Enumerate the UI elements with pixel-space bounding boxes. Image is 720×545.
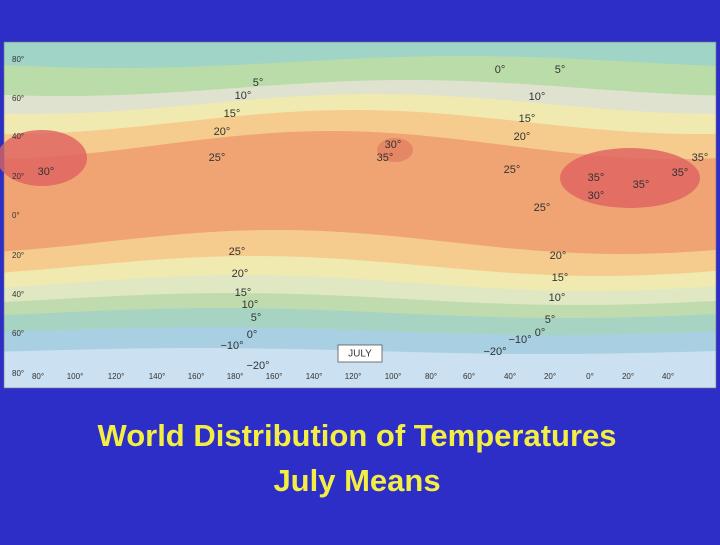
isotherm-label: 5° <box>545 314 556 326</box>
longitude-label: 60° <box>463 372 475 381</box>
latitude-label: 40° <box>12 290 24 299</box>
hot-zone <box>0 130 87 186</box>
isotherm-label: 30° <box>588 190 605 202</box>
isotherm-label: 0° <box>535 327 546 339</box>
isotherm-label: 20° <box>232 268 249 280</box>
isotherm-label: 20° <box>214 126 231 138</box>
longitude-label: 120° <box>108 372 125 381</box>
title-line2: July Means <box>273 463 440 498</box>
isotherm-label: 30° <box>385 139 402 151</box>
isotherm-label: 35° <box>672 167 689 179</box>
longitude-label: 140° <box>306 372 323 381</box>
isotherm-label: −10° <box>220 340 243 352</box>
temperature-band <box>4 348 716 388</box>
longitude-label: 120° <box>345 372 362 381</box>
isotherm-label: 10° <box>242 299 259 311</box>
longitude-label: 160° <box>188 372 205 381</box>
isotherm-label: 20° <box>550 250 567 262</box>
latitude-label: 60° <box>12 94 24 103</box>
longitude-label: 160° <box>266 372 283 381</box>
longitude-label: 80° <box>425 372 437 381</box>
longitude-label: 80° <box>32 372 44 381</box>
isotherm-label: 35° <box>692 152 709 164</box>
latitude-label: 0° <box>12 211 20 220</box>
isotherm-label: 20° <box>514 131 531 143</box>
isotherm-label: 5° <box>555 64 566 76</box>
longitude-label: 140° <box>149 372 166 381</box>
isotherm-label: 0° <box>495 64 506 76</box>
latitude-label: 20° <box>12 172 24 181</box>
longitude-label: 100° <box>385 372 402 381</box>
longitude-label: 40° <box>504 372 516 381</box>
isotherm-label: −20° <box>246 360 269 372</box>
isotherm-label: 5° <box>253 77 264 89</box>
title-line1: World Distribution of Temperatures <box>98 418 617 453</box>
longitude-label: 0° <box>586 372 594 381</box>
isotherm-label: −10° <box>508 334 531 346</box>
isotherm-label: 15° <box>552 272 569 284</box>
hot-zone <box>560 148 700 208</box>
isotherm-label: 35° <box>377 152 394 164</box>
isotherm-label: 30° <box>38 166 55 178</box>
hot-zone <box>377 138 413 162</box>
isotherm-label: 5° <box>251 312 262 324</box>
map: 80° 60° 40° 20° 0° 20° 40° 60° 80° 80° 100° 120° 140… <box>0 41 717 389</box>
isotherm-label: 0° <box>247 329 258 341</box>
latitude-label: 80° <box>12 369 24 378</box>
isotherm-label: 15° <box>235 287 252 299</box>
isotherm-label: 15° <box>224 108 241 120</box>
isotherm-label: 10° <box>549 292 566 304</box>
isotherm-label: −20° <box>483 346 506 358</box>
longitude-label: 20° <box>622 372 634 381</box>
isotherm-label: 15° <box>519 113 536 125</box>
isotherm-label: 10° <box>235 90 252 102</box>
isotherm-label: 25° <box>229 246 246 258</box>
longitude-label: 40° <box>662 372 674 381</box>
isotherm-label: 35° <box>633 179 650 191</box>
latitude-label: 80° <box>12 55 24 64</box>
latitude-label: 40° <box>12 132 24 141</box>
longitude-label: 20° <box>544 372 556 381</box>
isotherm-label: 10° <box>529 91 546 103</box>
legend-box <box>337 344 383 363</box>
isotherm-label: 35° <box>588 172 605 184</box>
isotherm-label: 25° <box>534 202 551 214</box>
isotherm-label: 25° <box>209 152 226 164</box>
latitude-label: 60° <box>12 329 24 338</box>
latitude-label: 20° <box>12 251 24 260</box>
longitude-label: 180° <box>227 372 244 381</box>
legend-label: JULY <box>348 349 372 360</box>
map-frame <box>3 41 717 389</box>
isotherm-label: 25° <box>504 164 521 176</box>
longitude-label: 100° <box>67 372 84 381</box>
